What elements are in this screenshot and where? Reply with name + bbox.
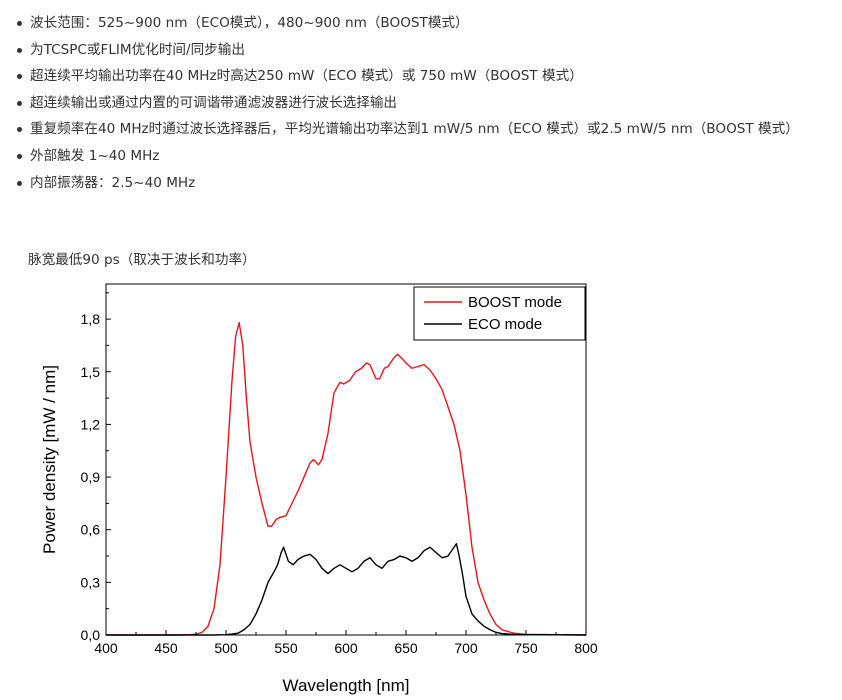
y-tick-label: 0,3 xyxy=(81,574,101,590)
feature-item: 超连续平均输出功率在40 MHz时高达250 mW（ECO 模式）或 750 m… xyxy=(14,63,799,90)
x-tick-label: 750 xyxy=(514,640,538,656)
chart-caption: 脉宽最低90 ps（取决于波长和功率） xyxy=(28,252,256,268)
feature-item: 重复频率在40 MHz时通过波长选择器后，平均光谱输出功率达到1 mW/5 nm… xyxy=(14,116,799,143)
feature-item: 为TCSPC或FLIM优化时间/同步输出 xyxy=(14,37,799,64)
x-tick-label: 400 xyxy=(94,640,118,656)
y-tick-label: 1,8 xyxy=(81,311,101,327)
series-line-boost-mode xyxy=(106,321,587,636)
x-tick-label: 450 xyxy=(154,640,178,656)
feature-item: 波长范围：525~900 nm（ECO模式），480~900 nm（BOOST模… xyxy=(14,10,799,37)
feature-list: 波长范围：525~900 nm（ECO模式），480~900 nm（BOOST模… xyxy=(14,10,799,196)
legend-box xyxy=(413,286,586,341)
y-axis-label: Power density [mW / nm] xyxy=(40,365,59,554)
feature-item: 外部触发 1~40 MHz xyxy=(14,143,799,170)
x-tick-label: 650 xyxy=(394,640,418,656)
y-tick-label: 0,0 xyxy=(81,627,101,643)
x-tick-label: 800 xyxy=(574,640,598,656)
x-axis-label: Wavelength [nm] xyxy=(283,676,410,695)
y-tick-label: 0,9 xyxy=(81,469,101,485)
feature-item: 超连续输出或通过内置的可调谐带通滤波器进行波长选择输出 xyxy=(14,90,799,117)
spectrum-chart: 400 450 500 550 600 650 700 750 800 0,0 0,3 0,6 0,9 1… xyxy=(40,283,598,695)
y-tick-label: 1,2 xyxy=(81,416,101,432)
x-tick-label: 700 xyxy=(454,640,478,656)
legend-label: BOOST mode xyxy=(468,294,562,311)
y-tick-label: 1,5 xyxy=(81,364,101,380)
y-tick-label: 0,6 xyxy=(81,522,101,538)
feature-item: 内部振荡器：2.5~40 MHz xyxy=(14,170,799,197)
x-tick-label: 600 xyxy=(334,640,358,656)
legend-label: ECO mode xyxy=(468,316,542,333)
x-tick-label: 550 xyxy=(274,640,298,656)
series-line-eco-mode xyxy=(106,543,587,636)
x-tick-label: 500 xyxy=(214,640,238,656)
